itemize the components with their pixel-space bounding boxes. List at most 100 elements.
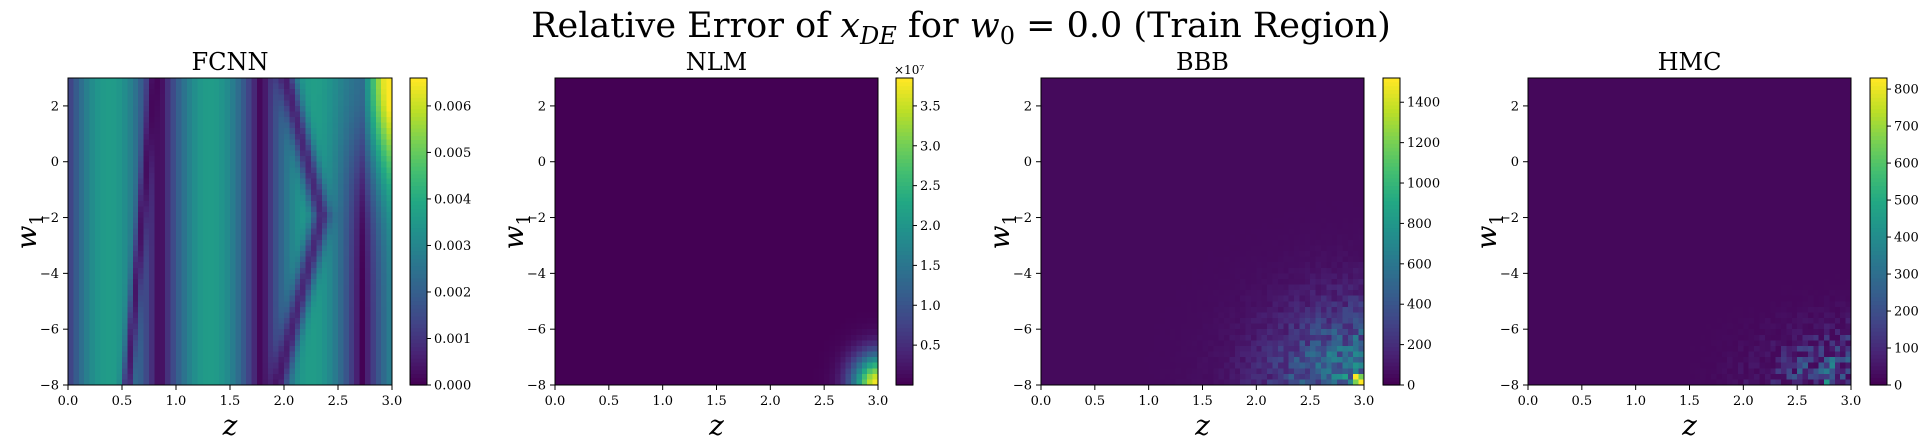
heatmap-cell (614, 94, 621, 101)
heatmap-cell (278, 245, 285, 252)
heatmap-cell (149, 334, 155, 341)
heatmap-cell (181, 256, 188, 263)
heatmap-cell (100, 89, 107, 96)
heatmap-cell (343, 172, 350, 180)
heatmap-cell (170, 83, 177, 90)
heatmap-cell (565, 239, 572, 247)
heatmap-cell (105, 284, 112, 291)
heatmap-cell (630, 278, 637, 286)
heatmap-cell (224, 340, 231, 347)
heatmap-cell (641, 200, 648, 207)
heatmap-cell (316, 144, 323, 152)
heatmap-cell (246, 122, 253, 129)
heatmap-cell (262, 318, 269, 325)
heatmap-cell (348, 161, 355, 168)
heatmap-cell (176, 323, 182, 330)
heatmap-cell (646, 217, 653, 224)
heatmap-cell (262, 228, 269, 235)
heatmap-cell (246, 351, 253, 358)
heatmap-cell (284, 284, 290, 291)
heatmap-cell (592, 373, 599, 381)
heatmap-cell (332, 345, 339, 353)
heatmap-cell (619, 211, 626, 219)
heatmap-cell (700, 290, 707, 297)
heatmap-cell (159, 206, 166, 213)
heatmap-cell (321, 223, 328, 230)
heatmap-cell (662, 301, 669, 308)
heatmap-cell (571, 334, 578, 341)
heatmap-cell (614, 251, 621, 258)
heatmap-cell (375, 239, 382, 247)
heatmap-cell (89, 323, 96, 330)
heatmap-cell (365, 295, 371, 302)
heatmap-cell (181, 301, 188, 308)
heatmap-cell (694, 150, 701, 157)
heatmap-cell (641, 89, 648, 96)
heatmap-cell (78, 189, 85, 196)
heatmap-cell (176, 357, 182, 364)
heatmap-cell (651, 273, 658, 280)
heatmap-cell (224, 223, 231, 230)
heatmap-cell (246, 306, 253, 314)
heatmap-cell (343, 306, 350, 314)
heatmap-cell (646, 239, 653, 247)
heatmap-cell (294, 251, 301, 258)
heatmap-cell (224, 189, 231, 196)
heatmap-cell (381, 100, 388, 107)
heatmap-cell (181, 278, 188, 286)
heatmap-cell (224, 89, 231, 96)
heatmap-cell (68, 184, 74, 191)
heatmap-cell (375, 351, 382, 358)
heatmap-cell (365, 306, 371, 314)
heatmap-cell (186, 267, 193, 274)
heatmap-cell (197, 167, 204, 174)
heatmap-cell (213, 362, 220, 369)
heatmap-cell (154, 144, 161, 152)
heatmap-cell (246, 256, 253, 263)
heatmap-cell (294, 318, 301, 325)
heatmap-cell (386, 144, 393, 152)
heatmap-cell (348, 83, 355, 90)
heatmap-cell (143, 172, 150, 180)
heatmap-cell (592, 290, 599, 297)
heatmap-cell (576, 340, 583, 347)
heatmap-cell (165, 334, 172, 341)
heatmap-cell (78, 256, 85, 263)
heatmap-cell (316, 267, 323, 274)
heatmap-cell (132, 150, 139, 157)
heatmap-cell (673, 267, 680, 274)
heatmap-cell (343, 345, 350, 353)
heatmap-cell (192, 273, 199, 280)
heatmap-cell (678, 351, 685, 358)
heatmap-cell (327, 295, 334, 302)
heatmap-cell (68, 345, 74, 353)
heatmap-cell (576, 83, 583, 90)
heatmap-cell (694, 184, 701, 191)
heatmap-cell (149, 128, 155, 135)
heatmap-cell (208, 373, 215, 381)
heatmap-cell (311, 161, 317, 168)
heatmap-cell (700, 340, 707, 347)
heatmap-cell (192, 167, 199, 174)
heatmap-cell (555, 379, 561, 386)
heatmap-cell (267, 357, 274, 364)
heatmap-cell (213, 357, 220, 364)
heatmap-cell (246, 156, 253, 163)
heatmap-cell (619, 368, 626, 375)
heatmap-cell (321, 161, 328, 168)
heatmap-cell (165, 178, 172, 185)
heatmap-cell (100, 362, 107, 369)
heatmap-cell (370, 357, 377, 364)
heatmap-cell (300, 334, 307, 341)
heatmap-cell (165, 379, 172, 386)
heatmap-cell (278, 206, 285, 213)
heatmap-cell (316, 211, 323, 219)
heatmap-cell (100, 228, 107, 235)
heatmap-cell (694, 172, 701, 180)
heatmap-cell (154, 228, 161, 235)
heatmap-cell (284, 206, 290, 213)
heatmap-cell (240, 195, 247, 202)
heatmap-cell (614, 379, 621, 386)
heatmap-cell (186, 100, 193, 107)
heatmap-cell (257, 340, 263, 347)
